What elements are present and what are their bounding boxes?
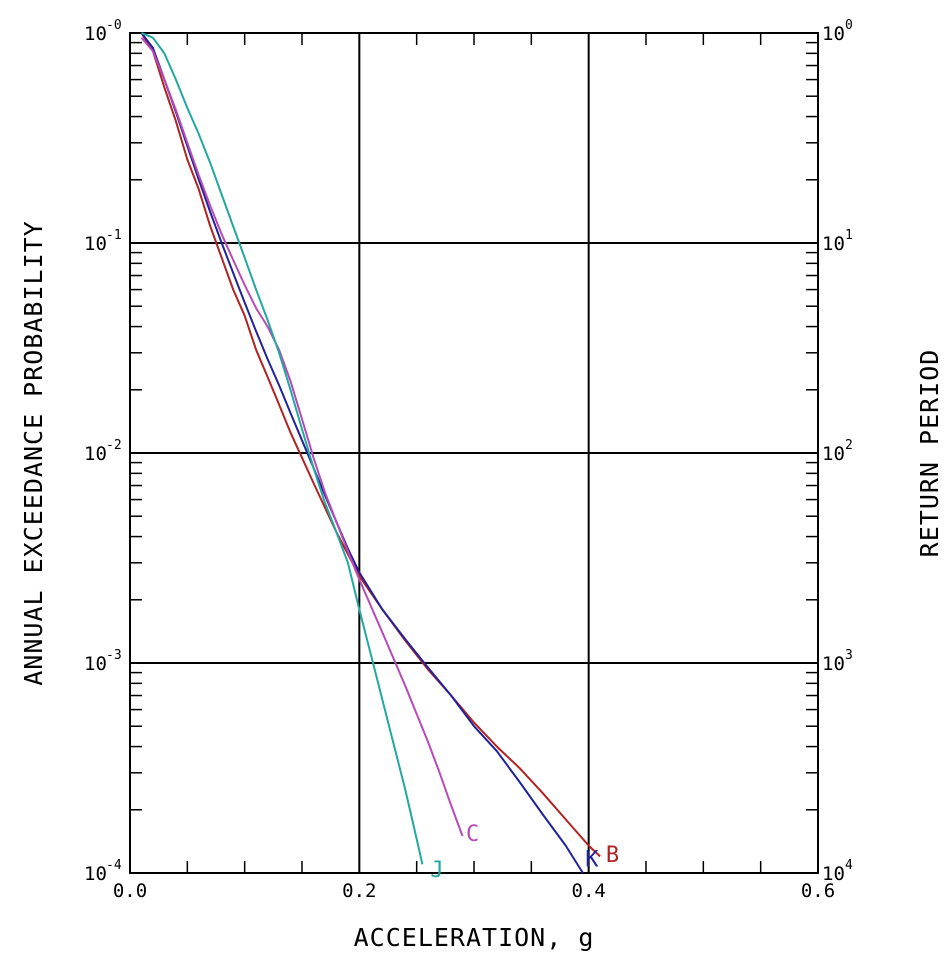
- series-line-j: [141, 32, 424, 865]
- series-line-b: [140, 32, 601, 858]
- y-tick-label-right: 10: [822, 23, 845, 45]
- y-tick-exponent-right: 4: [845, 858, 853, 873]
- y-tick-label-left: 10: [84, 863, 107, 885]
- curve-label-j: J: [430, 858, 443, 883]
- y-tick-exponent-left: -0: [106, 18, 122, 33]
- x-tick-label: 0.4: [572, 880, 606, 902]
- y-tick-label-right: 10: [822, 653, 845, 675]
- y-tick-exponent-left: -4: [106, 858, 122, 873]
- y-tick-label-left: 10: [84, 23, 107, 45]
- y-tick-label-right: 10: [822, 233, 845, 255]
- y-tick-exponent-left: -2: [106, 438, 122, 453]
- x-axis-title: ACCELERATION, g: [354, 923, 595, 952]
- y-tick-label-left: 10: [84, 233, 107, 255]
- y-tick-label-left: 10: [84, 443, 107, 465]
- series-line-k: [140, 32, 584, 874]
- x-tick-label: 0.2: [342, 880, 376, 902]
- curve-label-b: B: [606, 843, 619, 868]
- curve-label-k: K: [585, 848, 599, 873]
- y-axis-title: ANNUAL EXCEEDANCE PROBABILITY: [19, 220, 48, 686]
- tick-labels: 0.0 0.2 0.4 0.610 -010 -110 -210 -310 -410 010 110…: [84, 18, 853, 902]
- y-tick-label-right: 10: [822, 443, 845, 465]
- y-tick-exponent-right: 3: [845, 648, 853, 663]
- x-tick-label: 0.0: [113, 880, 147, 902]
- y-tick-exponent-right: 2: [845, 438, 853, 453]
- curve-label-c: C: [466, 822, 479, 847]
- y-tick-exponent-right: 0: [845, 18, 853, 33]
- y-tick-exponent-left: -3: [106, 648, 122, 663]
- y-tick-exponent-right: 1: [845, 228, 853, 243]
- grid-lines: [130, 33, 818, 873]
- y-tick-exponent-left: -1: [106, 228, 122, 243]
- y-tick-label-right: 10: [822, 863, 845, 885]
- right-axis-title: RETURN PERIOD: [915, 349, 944, 558]
- curve-labels: BK CJ: [430, 822, 619, 883]
- x-tick-label: 0.6: [801, 880, 835, 902]
- series-line-c: [140, 37, 464, 837]
- plot-frame: [129, 32, 819, 874]
- minor-ticks: [130, 33, 818, 873]
- data-series: [140, 32, 601, 874]
- y-tick-label-left: 10: [84, 653, 107, 675]
